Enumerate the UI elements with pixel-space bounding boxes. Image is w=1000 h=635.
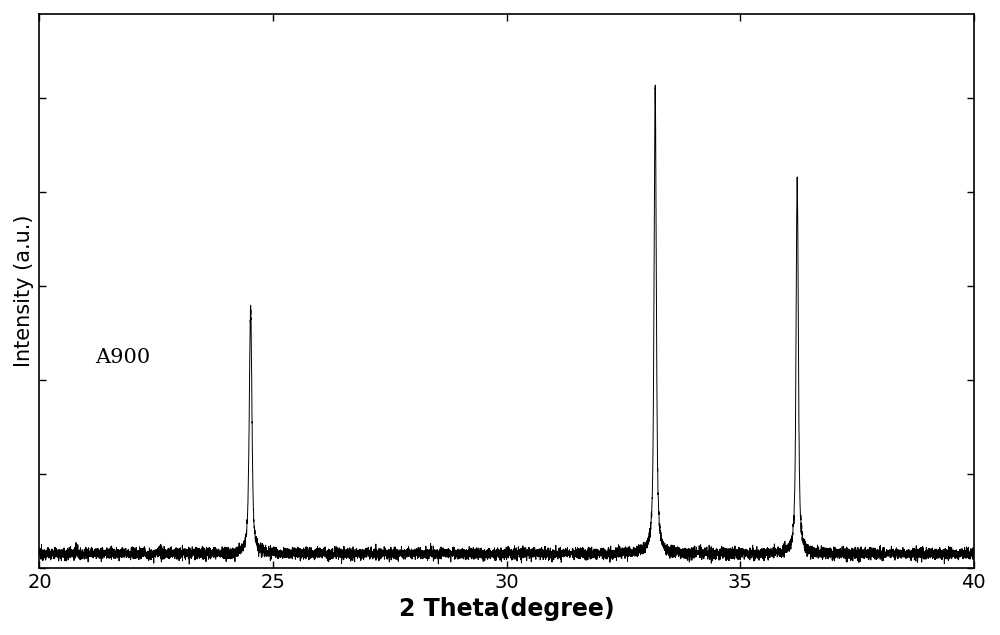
X-axis label: 2 Theta(degree): 2 Theta(degree) xyxy=(399,597,614,621)
Y-axis label: Intensity (a.u.): Intensity (a.u.) xyxy=(14,215,34,367)
Text: A900: A900 xyxy=(96,348,151,367)
